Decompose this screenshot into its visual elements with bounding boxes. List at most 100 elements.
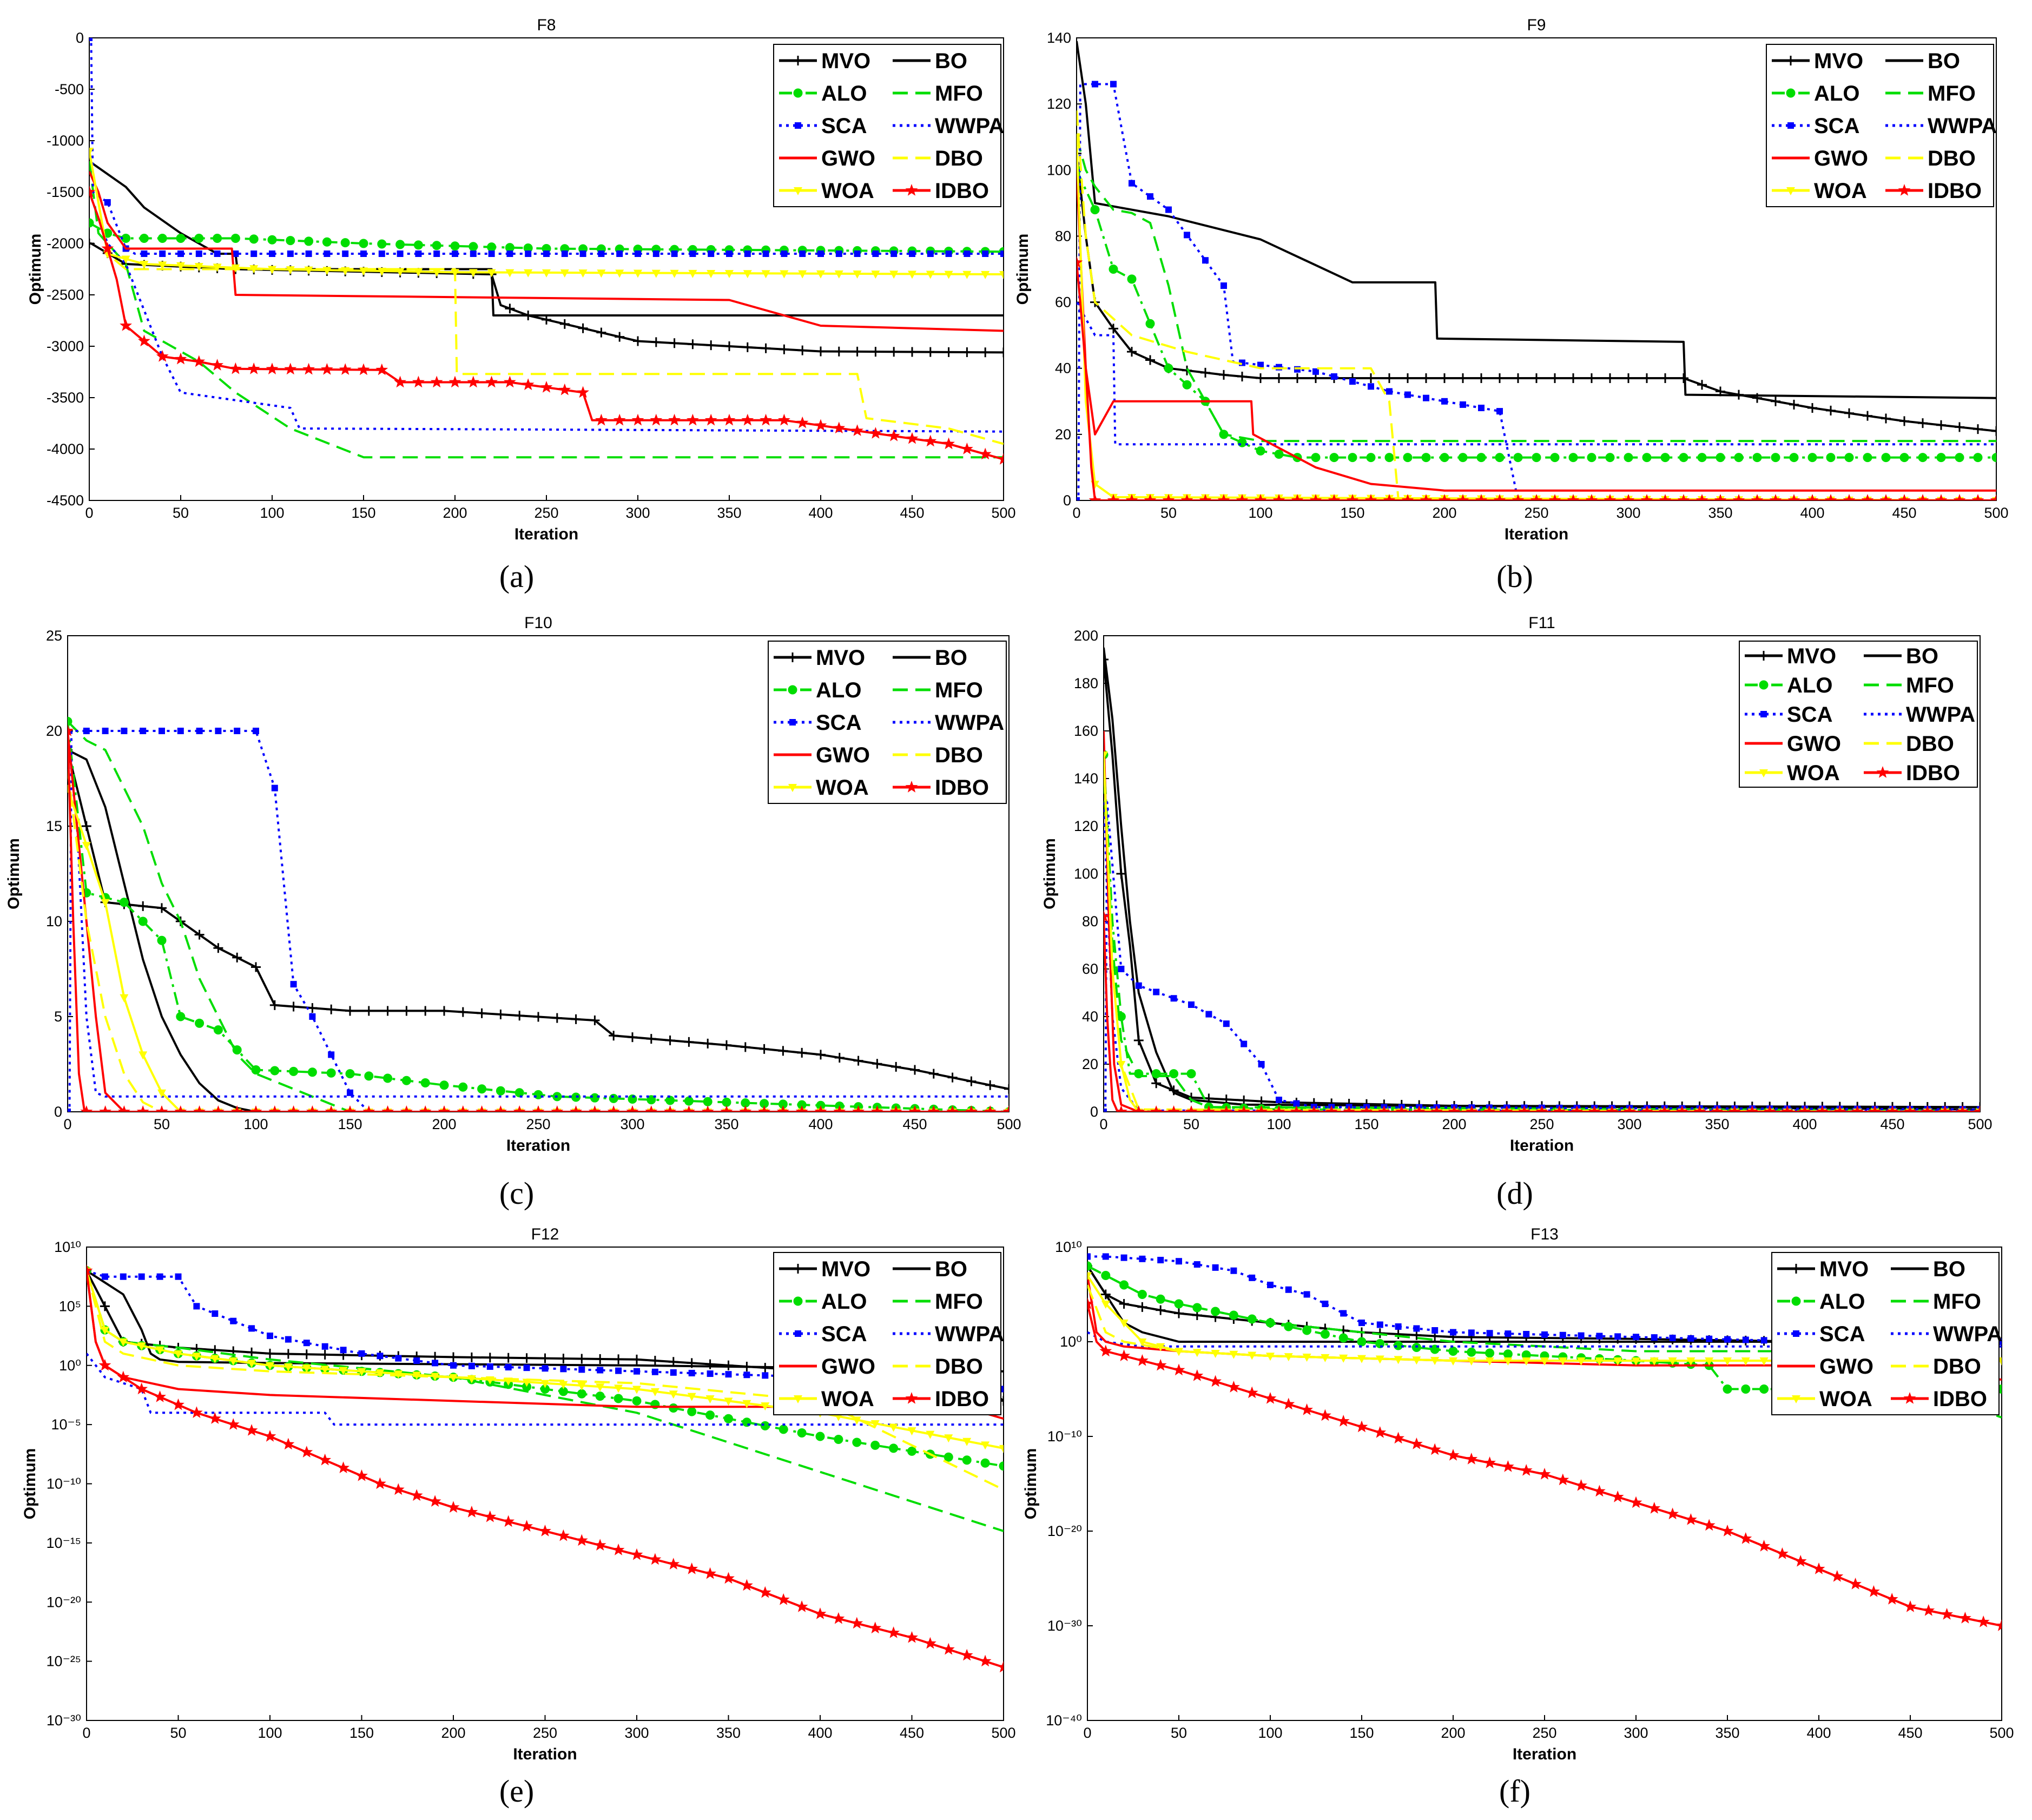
series-mvo-marker: [1476, 373, 1486, 384]
series-bo: [1104, 647, 1980, 1111]
series-sca-marker: [340, 1347, 347, 1354]
series-alo-marker: [1320, 1329, 1330, 1339]
series-idbo-marker: [887, 1626, 900, 1638]
x-tick-label: 0: [85, 505, 93, 521]
series-mvo-marker: [1200, 367, 1210, 378]
series-mfo: [68, 720, 1009, 1112]
series-sca-marker: [1386, 388, 1393, 395]
legend-label: WWPA: [1906, 703, 1975, 727]
series-woa-marker: [1522, 1357, 1531, 1366]
series-mvo-marker: [1151, 1078, 1162, 1089]
legend-label: ALO: [1814, 82, 1859, 105]
series-idbo-marker: [833, 1105, 846, 1112]
series-idbo-marker: [778, 413, 790, 426]
series-idbo-marker: [833, 421, 846, 434]
series-sca-marker: [1724, 1336, 1731, 1343]
series-sca-marker: [470, 250, 477, 257]
legend-label: WOA: [821, 1387, 874, 1411]
series-idbo-marker: [1675, 1105, 1688, 1112]
panel-label: (a): [499, 559, 534, 594]
series-idbo-marker: [814, 1607, 827, 1619]
legend-marker: [795, 122, 801, 129]
series-idbo-marker: [1538, 1468, 1551, 1480]
y-tick-label: 80: [1082, 913, 1098, 929]
series-idbo-marker: [1199, 494, 1212, 500]
series-mvo-marker: [1156, 1305, 1166, 1315]
series-sca-marker: [303, 1340, 310, 1347]
series-idbo-marker: [1360, 1105, 1373, 1112]
series-idbo-marker: [1703, 1519, 1716, 1531]
series-idbo-marker: [612, 1544, 625, 1555]
series-sca-marker: [450, 1362, 457, 1369]
series-woa-marker: [322, 267, 332, 275]
series-sca-marker: [138, 1273, 145, 1280]
series-alo-marker: [705, 1410, 715, 1420]
series-mvo-marker: [1393, 1329, 1403, 1339]
series-idbo-marker: [1144, 494, 1157, 500]
series-alo-marker: [1503, 1349, 1513, 1359]
series-alo-marker: [1448, 1347, 1458, 1356]
series-woa-marker: [705, 1395, 715, 1403]
series-alo-marker: [1568, 453, 1578, 463]
series-idbo-marker: [1953, 494, 1966, 500]
series-mvo-marker: [81, 821, 91, 831]
series-sca-marker: [670, 1369, 677, 1376]
series-idbo-marker: [1180, 494, 1193, 500]
series-mvo-marker: [1660, 373, 1670, 384]
series-sca-marker: [1742, 1336, 1749, 1343]
series-sca-marker: [1523, 1331, 1530, 1337]
series-mfo: [1087, 1265, 2002, 1419]
series-line-wwpa: [1087, 1331, 2002, 1348]
series-group: [1104, 647, 1980, 1112]
series-idbo-marker: [1209, 1375, 1222, 1387]
series-gwo: [89, 171, 1004, 332]
series-idbo-marker: [1868, 1585, 1880, 1597]
series-idbo-marker: [906, 1631, 918, 1643]
y-tick-label: -4000: [47, 441, 84, 457]
series-alo-marker: [1403, 453, 1413, 463]
series-mvo-marker: [1568, 373, 1578, 384]
y-tick-label: 0: [1063, 492, 1071, 509]
series-mvo-marker: [420, 1006, 431, 1016]
series-mvo-marker: [1458, 373, 1468, 384]
series-woa-marker: [1284, 1353, 1293, 1362]
series-alo-marker: [1495, 453, 1505, 463]
series-woa-marker: [981, 1441, 990, 1450]
series-idbo-marker: [979, 1654, 992, 1667]
series-mvo-marker: [194, 929, 204, 940]
legend-item-gwo: GWO: [774, 743, 870, 767]
series-line-wwpa: [87, 1353, 1004, 1426]
series-line-wwpa: [1077, 301, 1996, 446]
chart-title: F9: [1527, 16, 1546, 34]
series-idbo-marker: [484, 1510, 497, 1522]
series-alo-marker: [458, 1082, 468, 1092]
series-alo-marker: [1458, 453, 1468, 463]
series-sca-marker: [1541, 1331, 1548, 1338]
series-alo-marker: [270, 1066, 280, 1076]
series-sca-marker: [1441, 398, 1448, 405]
series-sca-marker: [321, 1343, 328, 1350]
series-woa-marker: [999, 271, 1004, 279]
series-idbo-marker: [613, 413, 626, 426]
legend-item-dbo: DBO: [893, 1355, 983, 1379]
legend-item-mfo: MFO: [1864, 674, 1954, 697]
y-tick-label: 10⁻²⁰: [1047, 1523, 1082, 1539]
y-tick-label: -3000: [47, 338, 84, 354]
series-idbo-marker: [98, 1359, 111, 1371]
series-alo-marker: [359, 239, 368, 248]
series-idbo-marker: [101, 242, 114, 254]
series-woa-marker: [669, 1390, 678, 1399]
series-idbo-marker: [80, 1105, 93, 1112]
series-mvo-marker: [925, 347, 935, 357]
series-mvo-marker: [247, 1347, 257, 1357]
series-sca-marker: [1184, 232, 1190, 239]
legend-label: ALO: [816, 678, 861, 702]
legend: MVO BO ALO MFO SCA WWPA GWO DBO WOA IDBO: [1766, 44, 1997, 207]
y-tick-label: -2000: [47, 235, 84, 252]
series-idbo-marker: [287, 1105, 300, 1112]
series-idbo-marker: [135, 1382, 148, 1395]
series-group: [87, 1264, 1004, 1673]
series-sca-marker: [195, 250, 202, 257]
series-alo-marker: [889, 1443, 899, 1453]
series-alo-marker: [1329, 453, 1339, 463]
